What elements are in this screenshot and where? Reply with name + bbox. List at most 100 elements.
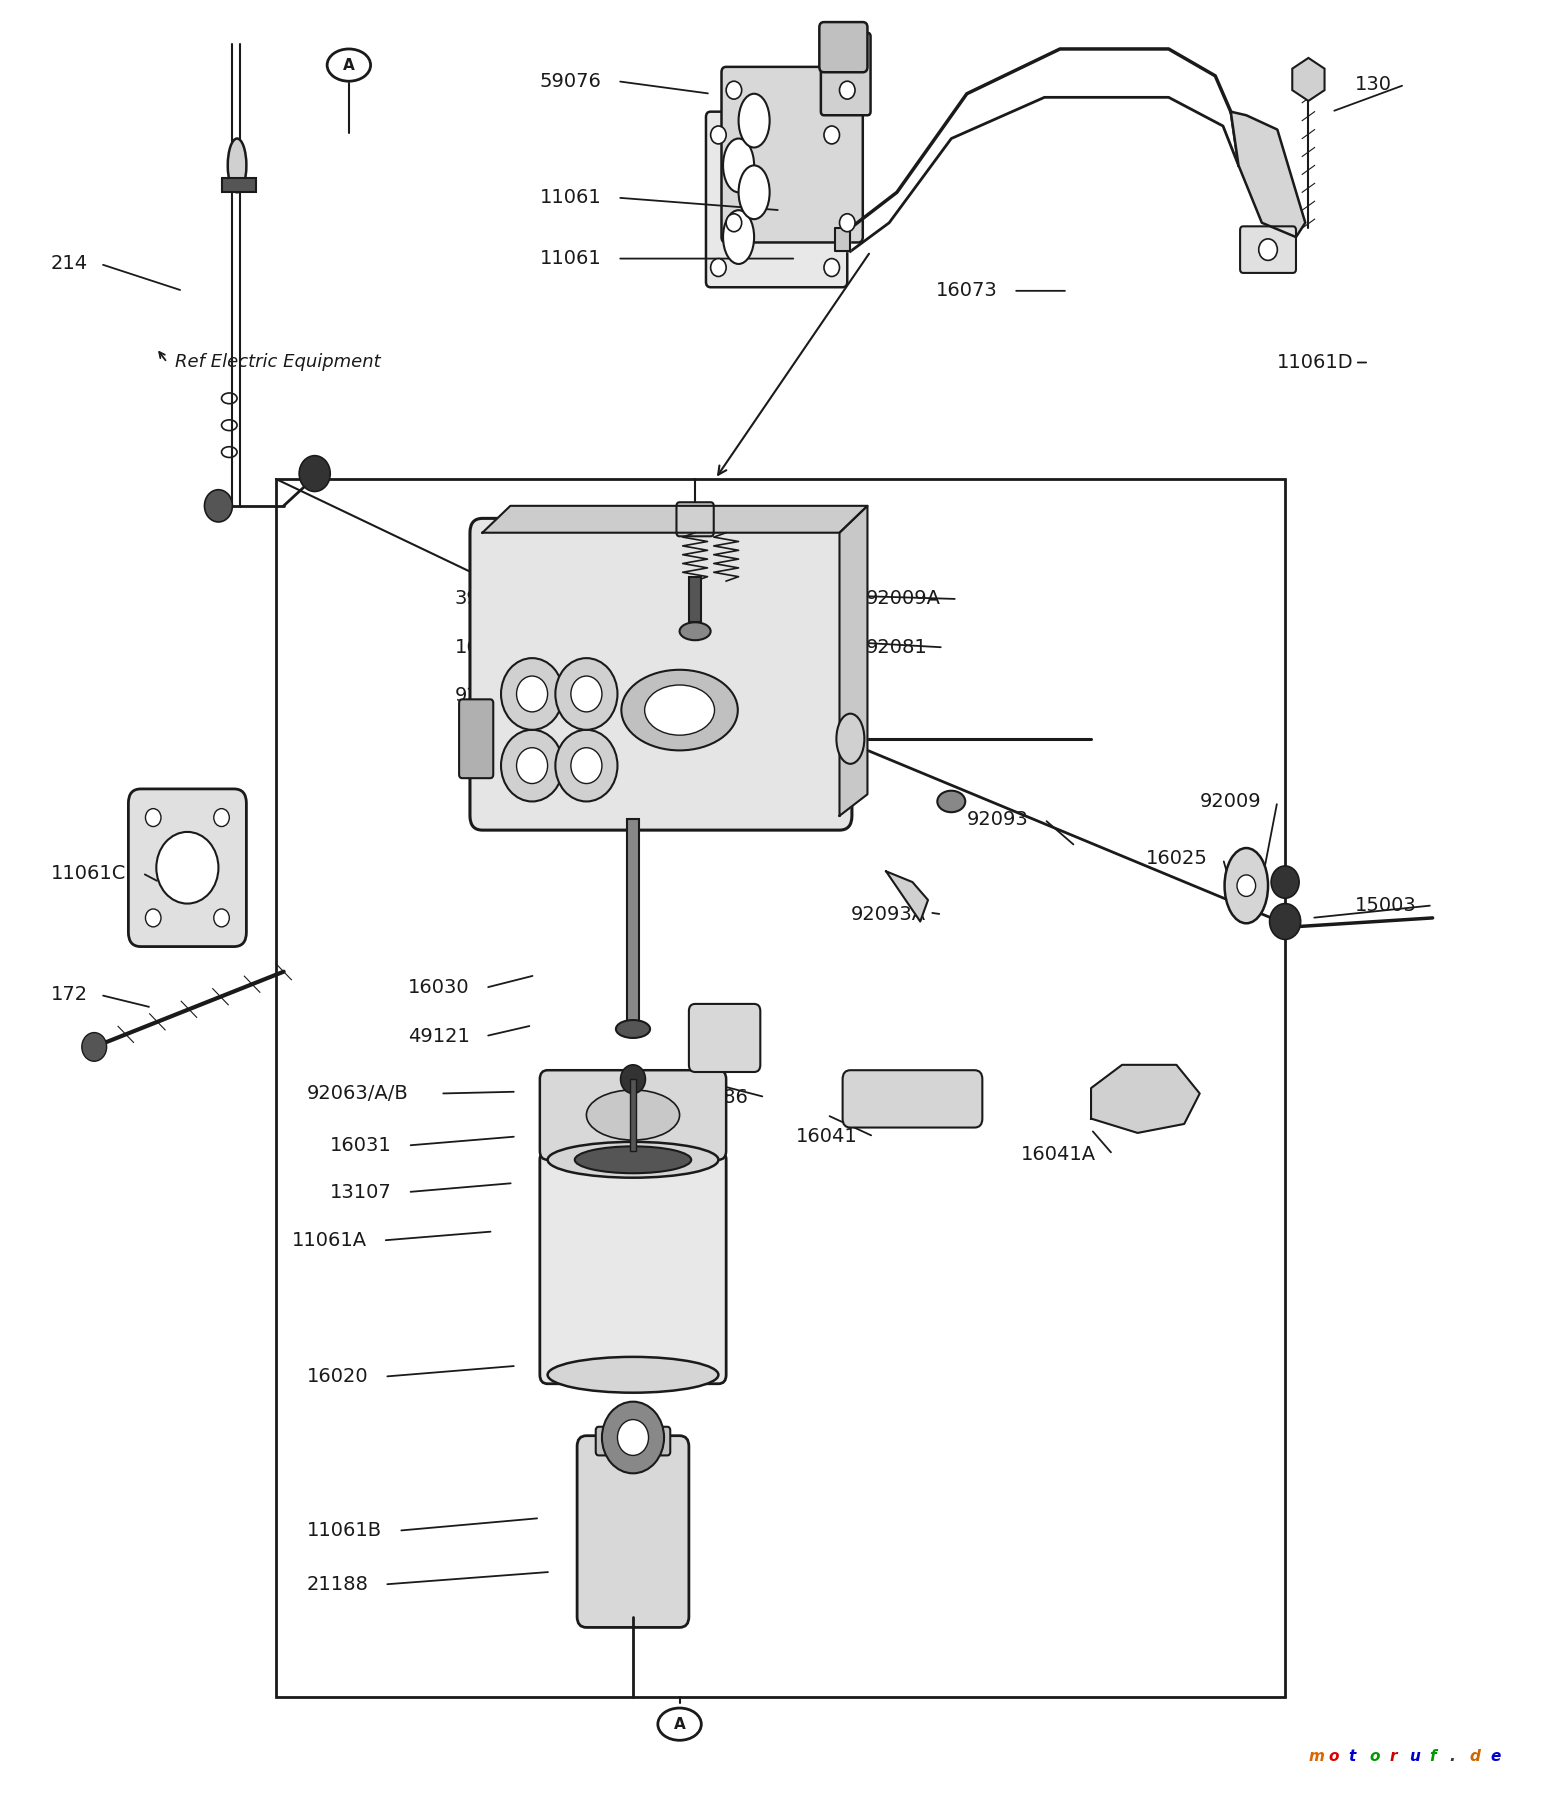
Ellipse shape bbox=[1224, 848, 1268, 923]
Circle shape bbox=[710, 126, 726, 144]
Text: t: t bbox=[1349, 1748, 1357, 1764]
Circle shape bbox=[603, 1402, 663, 1474]
FancyBboxPatch shape bbox=[820, 22, 868, 72]
Text: .: . bbox=[1450, 1748, 1455, 1764]
Ellipse shape bbox=[548, 1357, 718, 1393]
Text: 11061C: 11061C bbox=[52, 864, 126, 882]
Circle shape bbox=[517, 747, 548, 783]
Ellipse shape bbox=[228, 139, 247, 193]
Text: 172: 172 bbox=[52, 985, 87, 1004]
Text: 15003: 15003 bbox=[1355, 896, 1417, 914]
Circle shape bbox=[571, 677, 603, 711]
Text: 49121: 49121 bbox=[407, 1026, 470, 1046]
FancyBboxPatch shape bbox=[706, 112, 848, 288]
Text: m: m bbox=[1308, 1748, 1324, 1764]
Text: A: A bbox=[674, 1717, 685, 1732]
Text: A: A bbox=[343, 58, 354, 72]
Bar bbox=[688, 578, 701, 623]
Text: 11061: 11061 bbox=[540, 189, 601, 207]
Bar bbox=[276, 479, 1285, 1697]
Text: 16041A: 16041A bbox=[1021, 1145, 1096, 1165]
Text: r: r bbox=[1389, 1748, 1397, 1764]
Circle shape bbox=[145, 808, 161, 826]
Text: u: u bbox=[1410, 1748, 1421, 1764]
Circle shape bbox=[1269, 904, 1300, 940]
Text: 59076: 59076 bbox=[540, 72, 601, 90]
Circle shape bbox=[501, 659, 564, 729]
Text: 92093: 92093 bbox=[966, 810, 1029, 828]
Circle shape bbox=[556, 659, 618, 729]
Text: o: o bbox=[1369, 1748, 1380, 1764]
FancyBboxPatch shape bbox=[128, 788, 247, 947]
Ellipse shape bbox=[645, 686, 715, 734]
Circle shape bbox=[1258, 239, 1277, 261]
Circle shape bbox=[300, 455, 331, 491]
FancyBboxPatch shape bbox=[459, 700, 493, 778]
Text: 16014: 16014 bbox=[454, 637, 517, 657]
Ellipse shape bbox=[837, 713, 865, 763]
Circle shape bbox=[556, 729, 618, 801]
Polygon shape bbox=[835, 229, 851, 252]
Polygon shape bbox=[482, 506, 868, 533]
Text: 11061B: 11061B bbox=[308, 1521, 382, 1541]
Bar bbox=[628, 819, 638, 1026]
FancyBboxPatch shape bbox=[540, 1071, 726, 1159]
Ellipse shape bbox=[679, 623, 710, 641]
Text: 214: 214 bbox=[52, 254, 87, 274]
Text: 16031: 16031 bbox=[331, 1136, 392, 1156]
Circle shape bbox=[726, 81, 741, 99]
Text: 39076: 39076 bbox=[454, 589, 517, 608]
Text: 16073: 16073 bbox=[935, 281, 997, 301]
Circle shape bbox=[214, 909, 229, 927]
Polygon shape bbox=[887, 871, 927, 922]
Circle shape bbox=[156, 832, 219, 904]
FancyBboxPatch shape bbox=[721, 67, 863, 243]
Ellipse shape bbox=[723, 139, 754, 193]
Ellipse shape bbox=[937, 790, 965, 812]
FancyBboxPatch shape bbox=[470, 518, 852, 830]
Text: 92145: 92145 bbox=[454, 686, 517, 706]
Text: 13107: 13107 bbox=[331, 1183, 392, 1202]
Text: 11061A: 11061A bbox=[292, 1231, 367, 1249]
Text: 92081: 92081 bbox=[866, 637, 927, 657]
Ellipse shape bbox=[621, 670, 738, 751]
FancyBboxPatch shape bbox=[596, 1427, 670, 1456]
Circle shape bbox=[710, 259, 726, 277]
FancyBboxPatch shape bbox=[1239, 227, 1296, 274]
Circle shape bbox=[1271, 866, 1299, 898]
Circle shape bbox=[81, 1033, 106, 1062]
Ellipse shape bbox=[738, 166, 770, 220]
Ellipse shape bbox=[548, 1141, 718, 1177]
Text: 11061: 11061 bbox=[540, 248, 601, 268]
Text: o: o bbox=[1328, 1748, 1339, 1764]
Ellipse shape bbox=[723, 211, 754, 265]
Text: 16025: 16025 bbox=[1146, 850, 1207, 868]
Polygon shape bbox=[840, 506, 868, 815]
FancyBboxPatch shape bbox=[540, 1150, 726, 1384]
Text: 92009A: 92009A bbox=[866, 589, 941, 608]
Text: 16030: 16030 bbox=[407, 977, 470, 997]
Text: e: e bbox=[1491, 1748, 1500, 1764]
Text: 11061D: 11061D bbox=[1277, 353, 1353, 373]
Text: 16041: 16041 bbox=[796, 1127, 859, 1147]
Circle shape bbox=[726, 214, 741, 232]
FancyBboxPatch shape bbox=[821, 32, 871, 115]
Text: 92009: 92009 bbox=[1200, 792, 1261, 812]
FancyBboxPatch shape bbox=[843, 1071, 982, 1127]
Circle shape bbox=[571, 747, 603, 783]
Text: d: d bbox=[1470, 1748, 1481, 1764]
Circle shape bbox=[204, 490, 233, 522]
Polygon shape bbox=[1091, 1066, 1200, 1132]
Text: 16020: 16020 bbox=[308, 1366, 368, 1386]
Bar bbox=[222, 178, 256, 193]
Text: 21188: 21188 bbox=[308, 1575, 368, 1595]
Ellipse shape bbox=[587, 1091, 679, 1139]
Circle shape bbox=[840, 81, 855, 99]
Text: Ref Electric Equipment: Ref Electric Equipment bbox=[175, 353, 381, 371]
Text: 92093A: 92093A bbox=[851, 905, 926, 923]
Circle shape bbox=[618, 1420, 648, 1456]
Bar bbox=[631, 1080, 635, 1150]
Polygon shape bbox=[1230, 112, 1305, 238]
Circle shape bbox=[824, 126, 840, 144]
Text: 92063/A/B: 92063/A/B bbox=[308, 1084, 409, 1103]
